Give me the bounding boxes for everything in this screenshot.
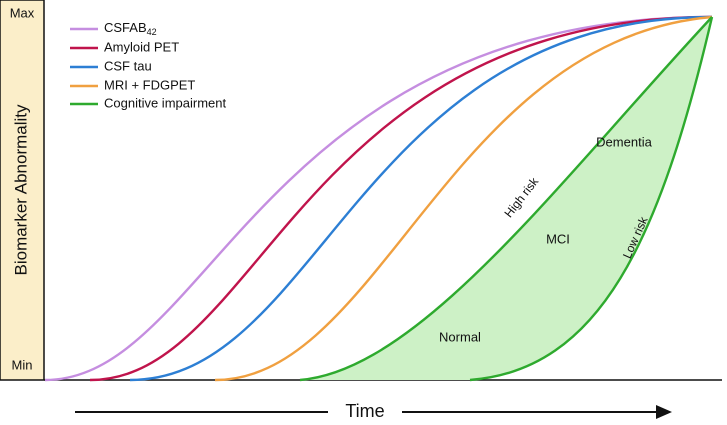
high-risk-curve: [299, 16, 713, 382]
y-axis-label: Biomarker Abnormality: [11, 104, 30, 276]
y-axis-panel: [0, 0, 45, 381]
mci-label: MCI: [546, 231, 570, 246]
legend: CSFAB42 Amyloid PET CSF tau MRI + FDGPET…: [70, 20, 226, 110]
csf-tau-curve: [129, 15, 713, 382]
normal-label: Normal: [439, 329, 481, 344]
low-risk-curve: [469, 16, 714, 382]
y-min: Min: [12, 357, 33, 372]
csfab-curve: [44, 15, 713, 382]
impairment-band: [300, 17, 712, 380]
mri-curve: [214, 15, 713, 382]
legend-label: CSFAB42: [104, 20, 157, 37]
legend-label: Cognitive impairment: [104, 95, 226, 110]
legend-label: Amyloid PET: [104, 39, 179, 54]
dementia-label: Dementia: [596, 134, 652, 149]
legend-label: CSF tau: [104, 58, 152, 73]
y-max: Max: [10, 5, 35, 20]
time-arrowhead: [656, 405, 672, 419]
legend-label: MRI + FDGPET: [104, 77, 195, 92]
amyloid-curve: [89, 15, 713, 382]
x-axis-label: Time: [345, 401, 384, 421]
